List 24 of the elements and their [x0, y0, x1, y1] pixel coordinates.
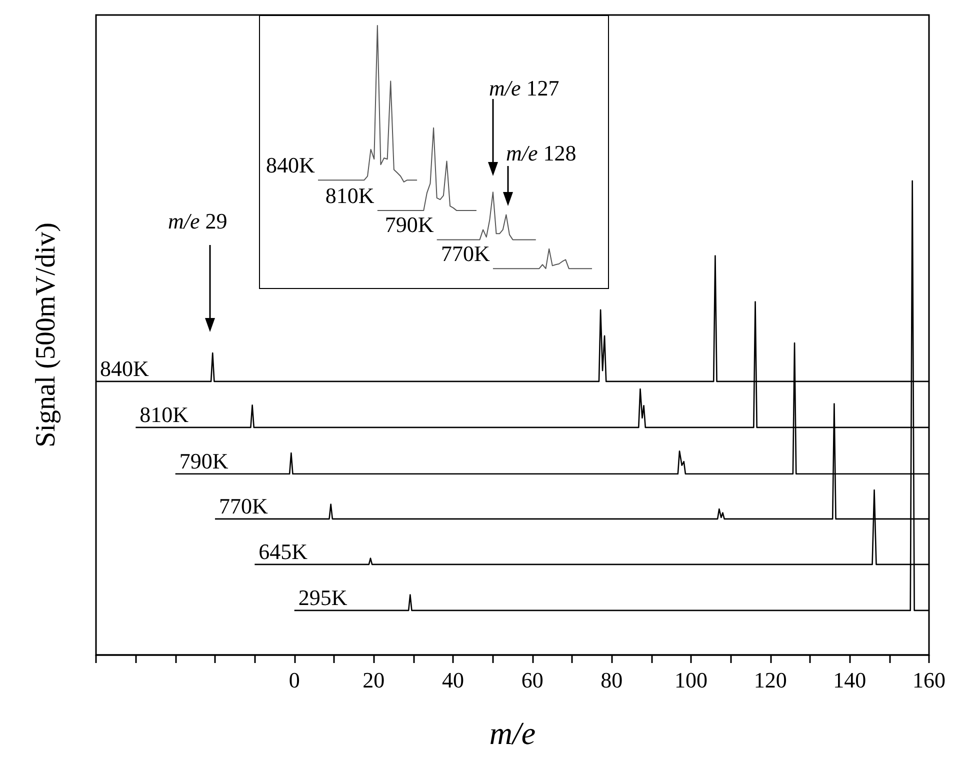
x-tick-label: 80: [600, 668, 623, 692]
series-label: 295K: [298, 584, 348, 610]
x-tick-label: 40: [442, 668, 464, 692]
x-tick-label: 0: [288, 668, 300, 692]
x-tick-label: 160: [912, 668, 946, 692]
series-label: 810K: [325, 183, 374, 208]
x-tick-label: 20: [362, 668, 385, 692]
series-label: 840K: [100, 356, 149, 381]
series-label: 790K: [384, 212, 434, 238]
y-axis-title: Signal (500mV/div): [30, 222, 62, 448]
x-tick-label: 140: [833, 668, 866, 692]
annotation: m/e 29: [168, 208, 228, 234]
series-label: 840K: [266, 152, 315, 178]
series-label: 770K: [440, 241, 490, 266]
x-tick-label: 100: [674, 668, 708, 692]
series-label: 770K: [219, 493, 268, 518]
x-tick-label: 120: [754, 668, 787, 692]
annotation: m/e 128: [506, 140, 576, 166]
x-tick-label: 60: [521, 668, 544, 692]
series-label: 810K: [140, 402, 189, 427]
annotation: m/e 127: [489, 76, 560, 100]
series-label: 790K: [179, 448, 228, 474]
x-axis-title: m/e: [489, 715, 536, 751]
series-label: 645K: [258, 538, 308, 564]
